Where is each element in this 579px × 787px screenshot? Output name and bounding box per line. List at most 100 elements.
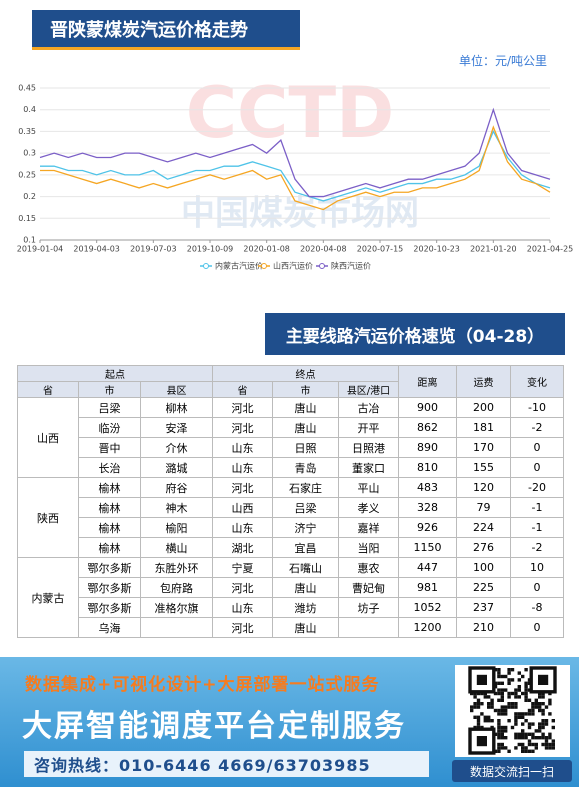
qr-module	[524, 732, 528, 736]
qr-module	[527, 708, 532, 713]
table-row: 陕西 榆林 府谷 河北 石家庄 平山 483 120 -20	[17, 477, 564, 558]
qr-module	[497, 668, 501, 672]
qr-module	[514, 695, 518, 699]
qr-module	[524, 668, 528, 672]
header-cell: 县区	[140, 381, 213, 398]
qr-caption: 数据交流扫一扫	[452, 760, 572, 782]
cell: 926	[398, 517, 457, 538]
chart-title: 晋陕蒙煤炭汽运价格走势	[32, 10, 300, 50]
qr-module	[497, 732, 501, 736]
qr-module	[548, 746, 552, 750]
qr-module	[514, 732, 518, 736]
cell: 日照港	[338, 437, 399, 458]
cell: 乌海	[78, 617, 141, 638]
qr-module	[531, 708, 535, 713]
qr-module	[497, 681, 501, 685]
cell: 榆林	[78, 477, 141, 498]
cell: 山东	[212, 597, 273, 618]
y-tick-label: 0.4	[23, 105, 36, 114]
qr-module	[524, 712, 528, 716]
cell: 河北	[212, 477, 273, 498]
qr-module	[500, 736, 504, 740]
qr-module	[524, 746, 528, 750]
qr-module	[514, 719, 518, 723]
cell: 内蒙古	[17, 557, 79, 638]
qr-module	[487, 695, 491, 699]
cell: 河北	[212, 397, 273, 418]
cell: 东胜外环	[140, 557, 213, 578]
cell: -1	[510, 517, 564, 538]
qr-module	[521, 722, 525, 726]
cell: 榆林	[78, 517, 141, 538]
cell: 府谷	[140, 477, 213, 498]
cell: 榆林	[78, 497, 141, 518]
qr-module	[524, 695, 528, 699]
qr-finder-core	[476, 674, 487, 685]
cell: 181	[456, 417, 511, 438]
qr-module	[517, 742, 521, 747]
qr-module	[521, 729, 525, 733]
qr-module	[541, 691, 545, 696]
cell: 862	[398, 417, 457, 438]
qr-module	[470, 691, 474, 696]
qr-module	[487, 719, 491, 723]
x-tick-label: 2020-10-23	[413, 245, 460, 254]
qr-module	[493, 681, 498, 685]
cell: 1200	[398, 617, 457, 638]
qr-module	[473, 695, 477, 699]
chart: CCTD 中国煤炭市场网 0.1 0.15 0.2 0.25 0.3 0.35 0.4 0.4…	[17, 72, 574, 271]
cell: 榆林	[78, 537, 141, 558]
series-line	[40, 129, 551, 202]
qr-module	[531, 749, 535, 753]
qr-module	[548, 691, 552, 696]
qr-module	[476, 722, 481, 726]
qr-module	[548, 712, 552, 716]
qr-module	[497, 729, 501, 733]
qr-module	[521, 691, 525, 696]
qr-module	[531, 742, 535, 747]
qr-module	[521, 742, 525, 747]
qr-module	[514, 722, 518, 726]
qr-module	[507, 681, 511, 685]
qr-module	[534, 742, 538, 747]
cell: 唐山	[272, 397, 339, 418]
qr-module	[541, 708, 545, 713]
series-line	[40, 125, 551, 211]
qr-module	[531, 732, 535, 736]
qr-module	[517, 732, 521, 736]
qr-module	[487, 705, 491, 709]
legend-label: 陕西汽运价	[331, 261, 371, 271]
qr-module	[504, 725, 508, 730]
watermark-text: 中国煤炭市场网	[181, 194, 419, 234]
qr-module	[527, 742, 532, 747]
cell: 河北	[212, 577, 273, 598]
qr-module	[517, 678, 521, 682]
qr-module	[473, 705, 477, 709]
qr-module	[476, 705, 481, 709]
y-tick-label: 0.3	[23, 149, 36, 158]
cell: 0	[510, 457, 564, 478]
header-cell: 终点	[212, 365, 399, 382]
cell: 坊子	[338, 597, 399, 618]
qr-module	[538, 705, 542, 709]
qr-module	[507, 705, 511, 709]
cell: 柳林	[140, 397, 213, 418]
qr-module	[510, 691, 515, 696]
cell: 包府路	[140, 577, 213, 598]
cell: 山东	[212, 437, 273, 458]
qr-module	[534, 698, 538, 702]
qr-module	[514, 691, 518, 696]
header-cell: 县区/港口	[338, 381, 399, 398]
y-tick-label: 0.15	[18, 214, 36, 223]
qr-module	[480, 702, 484, 706]
header-cell: 变化	[510, 365, 564, 398]
qr-module	[497, 749, 501, 753]
x-tick-label: 2020-01-08	[243, 245, 290, 254]
qr-module	[517, 685, 521, 689]
qr-module	[514, 702, 518, 706]
table-row: 榆林 榆阳 山东 济宁 嘉祥 926 224 -1	[18, 517, 564, 538]
cell: 237	[456, 597, 511, 618]
cell	[338, 617, 399, 638]
qr-module	[493, 732, 498, 736]
qr-module	[497, 688, 501, 692]
